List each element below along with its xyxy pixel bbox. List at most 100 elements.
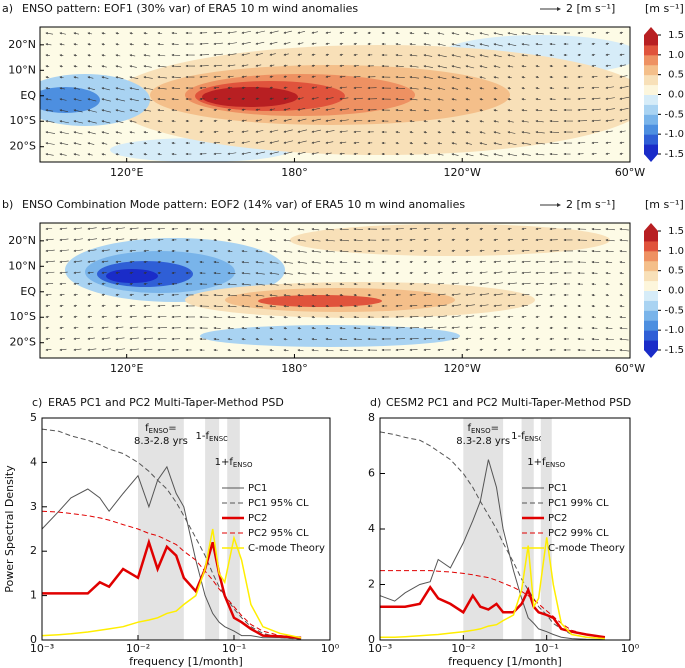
wind-vector	[451, 54, 462, 58]
wind-vector	[297, 86, 303, 89]
colorbar-swatch	[644, 64, 658, 76]
wind-vector	[535, 142, 546, 145]
wind-vector	[479, 87, 485, 90]
wind-vector	[73, 32, 80, 35]
wind-vector	[479, 249, 485, 252]
wind-vector	[241, 327, 247, 330]
wind-vector	[395, 64, 404, 68]
wind-vector	[409, 304, 418, 308]
wind-vector	[423, 337, 433, 341]
wind-vector	[619, 108, 629, 111]
wind-vector	[241, 294, 251, 297]
wind-vector	[619, 349, 630, 352]
x-axis-label: frequency [1/month]	[129, 655, 243, 668]
legend-label: C-mode Theory	[248, 543, 325, 554]
wind-vector	[269, 64, 275, 67]
wind-vector	[59, 238, 69, 241]
wind-vector	[591, 108, 602, 112]
wind-vector	[115, 153, 120, 156]
wind-vector	[45, 32, 54, 35]
wind-vector	[129, 326, 139, 329]
frequency-band	[521, 418, 534, 640]
wind-vector	[101, 142, 108, 145]
wind-vector	[269, 250, 278, 253]
wind-vector	[213, 293, 223, 297]
wind-vector	[507, 293, 517, 296]
wind-vector	[269, 272, 280, 275]
wind-vector	[73, 131, 83, 135]
wind-vector	[423, 227, 430, 231]
wind-vector	[353, 227, 363, 231]
wind-vector	[129, 227, 139, 230]
wind-vector	[479, 120, 484, 123]
wind-vector	[493, 131, 501, 134]
wind-vector	[395, 108, 403, 112]
wind-vector	[339, 141, 347, 144]
wind-vector	[171, 64, 181, 68]
wind-vector	[59, 260, 69, 263]
wind-vector	[521, 120, 529, 123]
wind-vector	[115, 32, 120, 35]
wind-vector	[87, 271, 94, 274]
wind-vector	[465, 54, 475, 58]
x-tick-label: 120°W	[444, 166, 481, 179]
series-line	[380, 537, 605, 640]
wind-vector	[241, 141, 250, 144]
wind-vector	[45, 120, 55, 123]
colorbar-swatch	[644, 320, 658, 331]
band-label-part: 1-f	[196, 431, 210, 442]
wind-vector	[129, 315, 137, 318]
wind-vector	[549, 141, 559, 145]
x-tick-label: 10⁻³	[368, 642, 392, 655]
chart-title: ERA5 PC1 and PC2 Multi-Taper-Method PSD	[48, 396, 284, 409]
wind-vector	[115, 98, 126, 102]
band-label: 1-fENSO	[196, 431, 230, 443]
wind-vector	[73, 87, 80, 90]
y-tick-label: 10°S	[10, 114, 36, 127]
wind-vector	[87, 54, 92, 57]
wind-vector	[409, 98, 418, 101]
wind-vector	[241, 119, 247, 122]
wind-vector	[101, 120, 111, 124]
wind-vector	[297, 305, 302, 308]
wind-vector	[297, 272, 307, 275]
wind-vector	[87, 120, 97, 124]
colorbar-end	[644, 27, 658, 35]
wind-vector	[311, 53, 316, 56]
wind-vector	[507, 65, 514, 68]
wind-vector	[269, 86, 274, 89]
wind-vector	[101, 131, 109, 134]
wind-vector	[87, 260, 96, 263]
wind-vector	[465, 142, 472, 145]
wind-vector	[549, 130, 560, 134]
wind-vector	[87, 326, 94, 329]
wind-vector	[59, 142, 69, 145]
wind-vector	[521, 238, 528, 242]
wind-vector	[437, 153, 444, 156]
wind-vector	[283, 129, 293, 133]
wind-vector	[115, 54, 121, 57]
colorbar-swatch	[644, 330, 658, 341]
wind-vector	[339, 31, 345, 34]
wind-vector	[213, 141, 220, 145]
wind-vector	[101, 98, 111, 102]
wind-vector	[619, 141, 625, 144]
wind-vector	[143, 227, 152, 231]
wind-vector	[451, 131, 456, 134]
wind-vector	[409, 326, 420, 330]
x-tick-label: 10⁻¹	[535, 642, 559, 655]
colorbar-tick-label: 0.0	[668, 90, 684, 101]
wind-vector	[87, 109, 98, 113]
colorbar-tick-label: -0.5	[664, 109, 684, 120]
wind-vector	[339, 97, 349, 100]
band-label-part: 1-f	[511, 431, 525, 442]
wind-vector	[521, 249, 530, 253]
wind-vector	[437, 304, 447, 307]
wind-vector	[521, 76, 526, 79]
wind-vector	[73, 120, 84, 124]
wind-vector	[409, 227, 417, 231]
wind-vector	[409, 54, 418, 57]
wind-vector	[59, 293, 65, 296]
wind-vector	[465, 293, 475, 296]
wind-vector	[507, 76, 512, 79]
